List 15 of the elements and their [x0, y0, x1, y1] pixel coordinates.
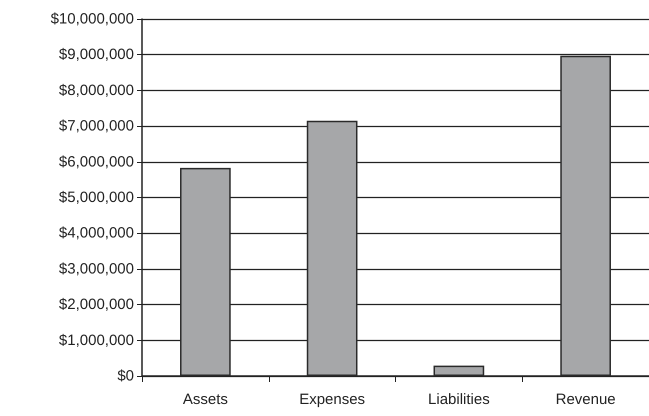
y-tick-label: $5,000,000 [58, 189, 134, 206]
y-tick-label: $2,000,000 [58, 296, 134, 314]
y-tick-label: $7,000,000 [58, 118, 134, 135]
x-tick-label: Revenue [556, 391, 616, 408]
y-tick-label: $0 [117, 368, 134, 384]
y-tick-label: $9,000,000 [58, 46, 134, 64]
y-tick-label: $10,000,000 [50, 10, 134, 28]
y-tick-label: $4,000,000 [58, 224, 134, 242]
x-tick-label: Liabilities [428, 391, 490, 408]
y-tick-label: $8,000,000 [58, 82, 134, 99]
x-tick-label: Expenses [299, 391, 366, 408]
y-tick-label: $6,000,000 [58, 153, 134, 170]
x-tick-label: Assets [182, 391, 228, 408]
y-tick-label: $1,000,000 [58, 332, 134, 349]
y-tick-label: $3,000,000 [58, 260, 134, 278]
